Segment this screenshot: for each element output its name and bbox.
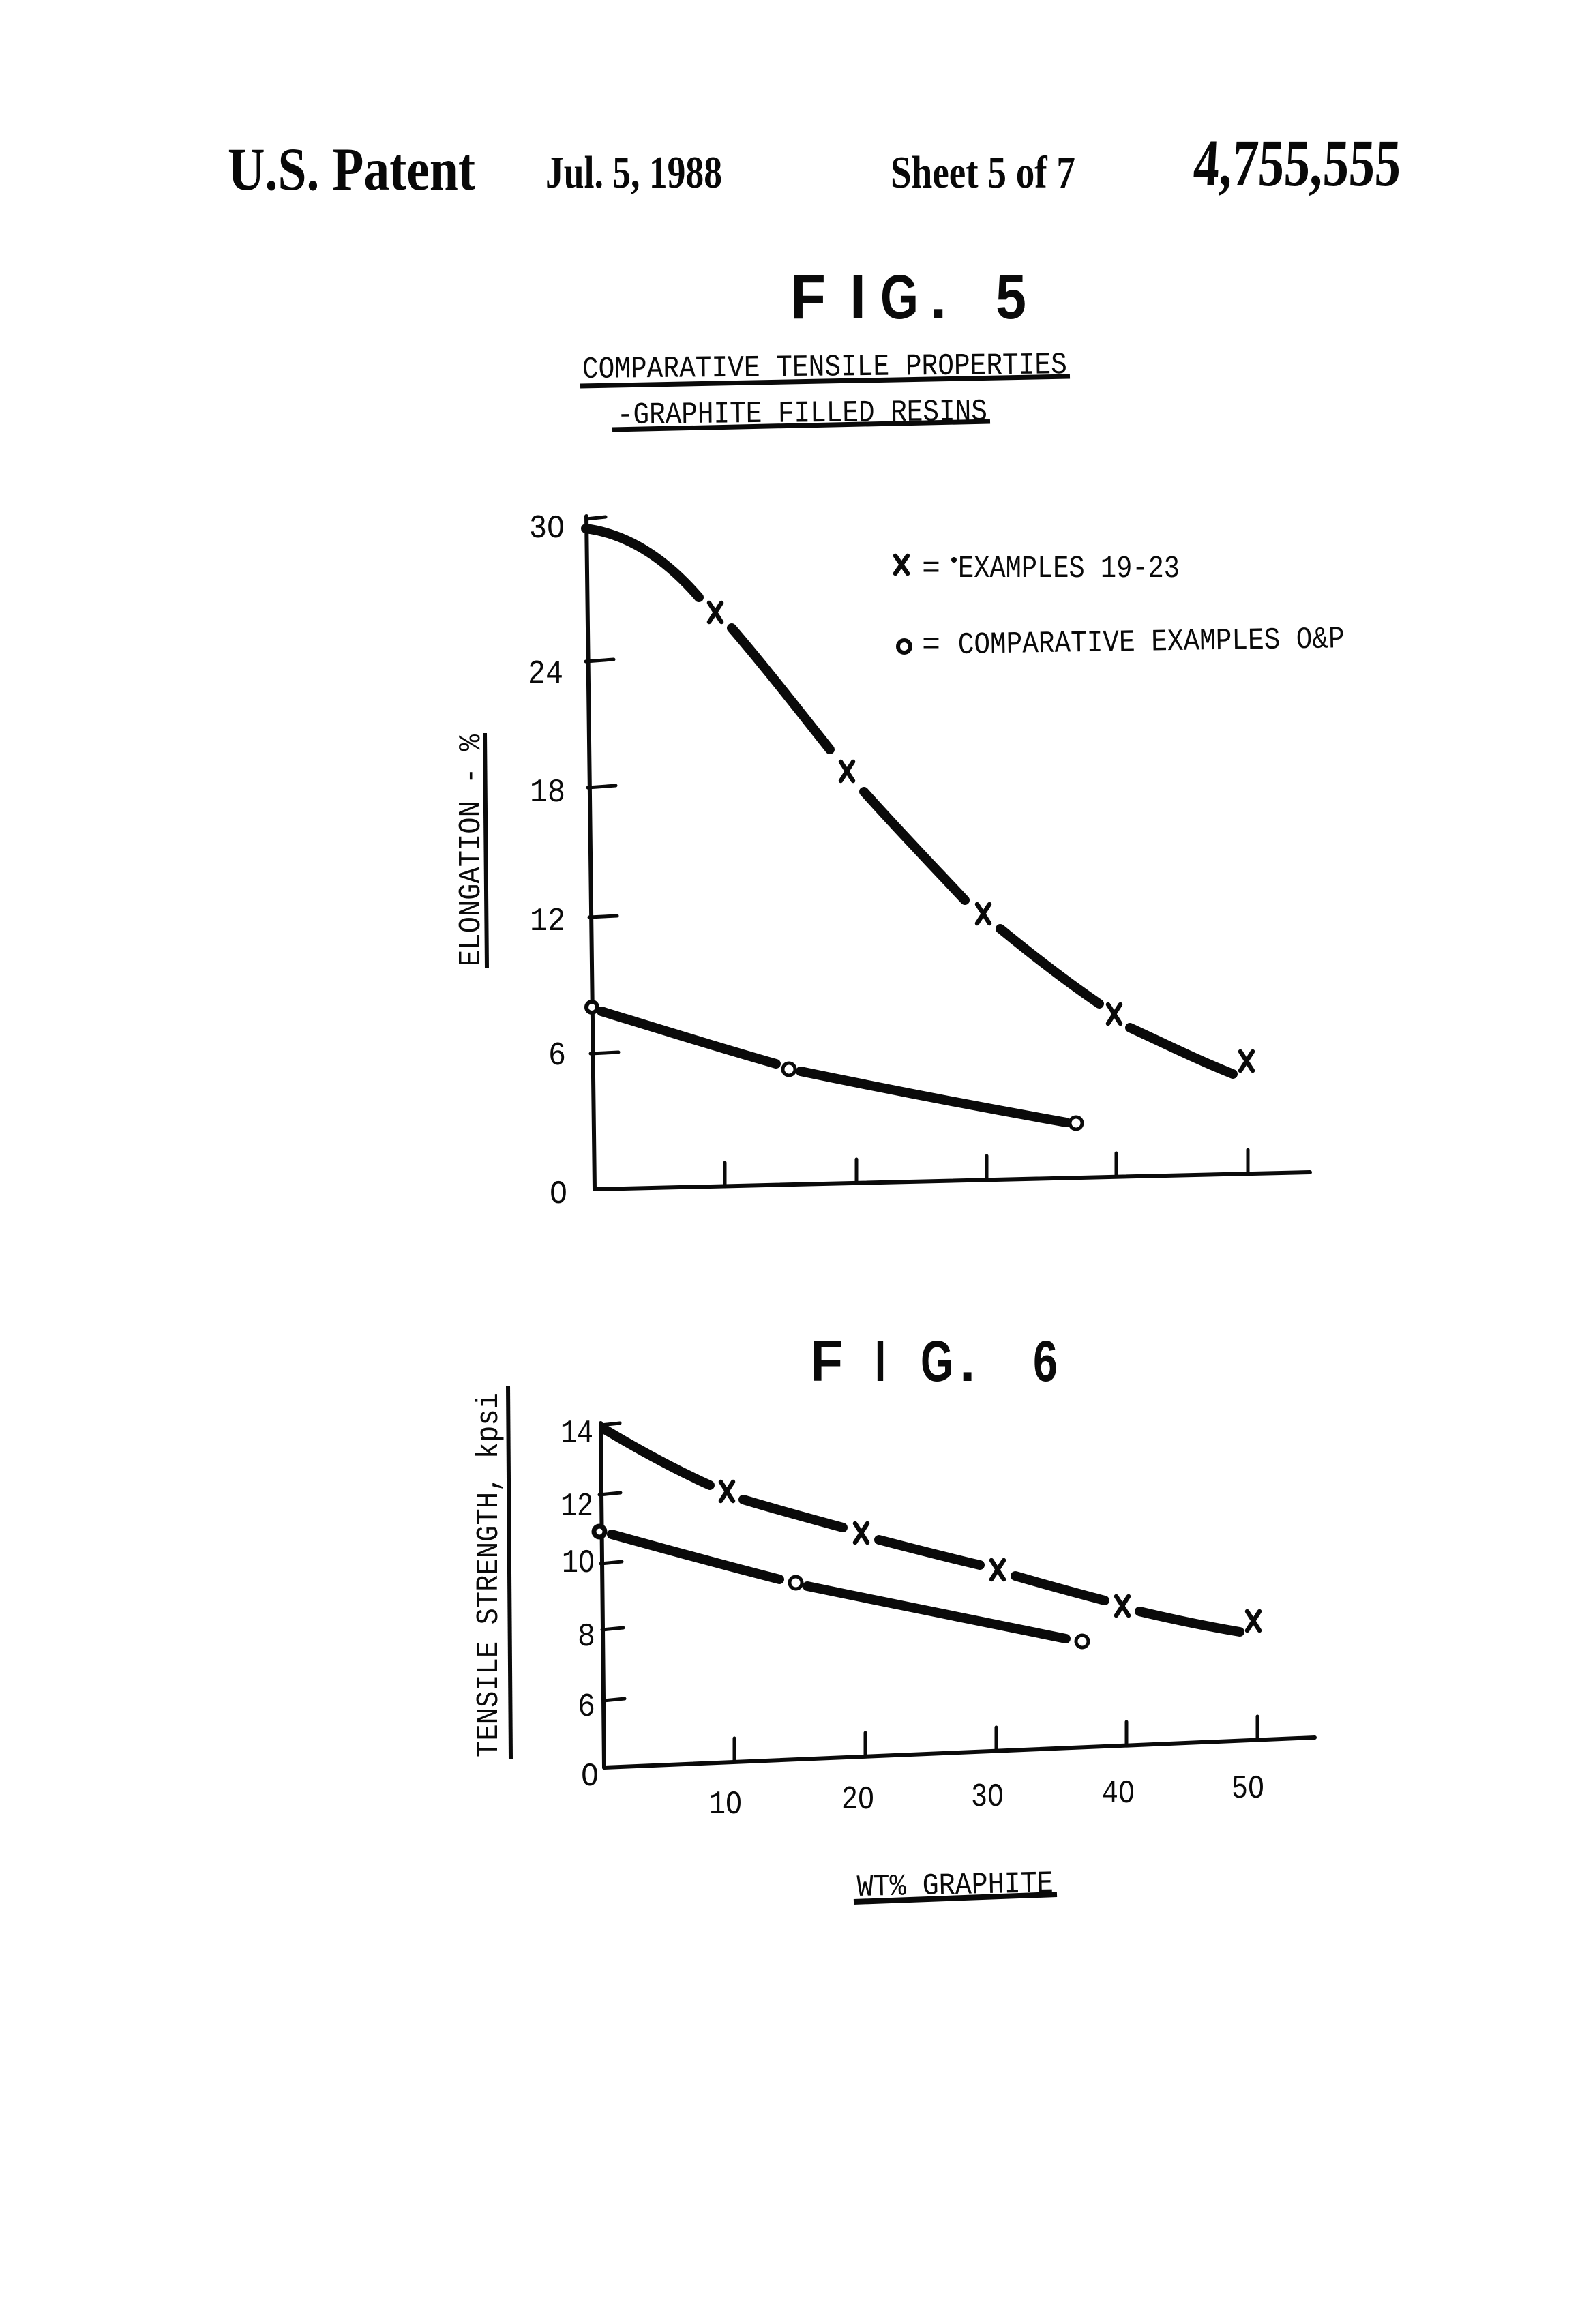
svg-text:14: 14	[561, 1416, 593, 1452]
svg-text:1O: 1O	[709, 1787, 742, 1823]
svg-text:5O: 5O	[1232, 1771, 1264, 1808]
svg-text:U.S. Patent: U.S. Patent	[228, 136, 475, 203]
svg-text:1O: 1O	[562, 1545, 595, 1582]
svg-text:O: O	[550, 1176, 567, 1213]
svg-text:ELONGATION - %: ELONGATION - %	[454, 734, 489, 966]
svg-text:6: 6	[1033, 1329, 1058, 1393]
svg-text:5: 5	[996, 263, 1026, 332]
svg-text:8: 8	[578, 1619, 595, 1656]
svg-text:COMPARATIVE EXAMPLES O&P: COMPARATIVE EXAMPLES O&P	[957, 622, 1345, 663]
svg-text:O: O	[581, 1759, 599, 1796]
svg-text:.: .	[959, 1329, 975, 1393]
svg-text:2O: 2O	[841, 1782, 874, 1819]
svg-text:G: G	[921, 1329, 953, 1393]
svg-text:12: 12	[561, 1489, 593, 1525]
svg-text:Jul. 5, 1988: Jul. 5, 1988	[546, 147, 722, 198]
svg-text:EXAMPLES 19-23: EXAMPLES 19-23	[958, 552, 1180, 586]
svg-text:=: =	[922, 628, 940, 663]
svg-text:18: 18	[530, 775, 565, 811]
svg-text:F: F	[810, 1329, 843, 1393]
svg-text:3O: 3O	[971, 1779, 1004, 1816]
svg-text:=: =	[922, 552, 940, 586]
svg-text:Sheet 5 of 7: Sheet 5 of 7	[891, 147, 1075, 198]
svg-text:I: I	[875, 1329, 886, 1393]
svg-text:G: G	[880, 263, 919, 332]
svg-text:6: 6	[548, 1038, 566, 1075]
svg-text:.: .	[929, 263, 947, 332]
svg-text:I: I	[850, 263, 866, 332]
svg-text:3O: 3O	[529, 511, 565, 548]
svg-text:F: F	[790, 263, 826, 332]
svg-text:24: 24	[528, 656, 563, 693]
svg-text:4,755,555: 4,755,555	[1192, 127, 1403, 200]
svg-text:12: 12	[530, 904, 565, 940]
svg-text:TENSILE STRENGTH, kpsi: TENSILE STRENGTH, kpsi	[472, 1392, 507, 1757]
svg-text:4O: 4O	[1102, 1776, 1135, 1813]
svg-text:6: 6	[578, 1689, 595, 1726]
